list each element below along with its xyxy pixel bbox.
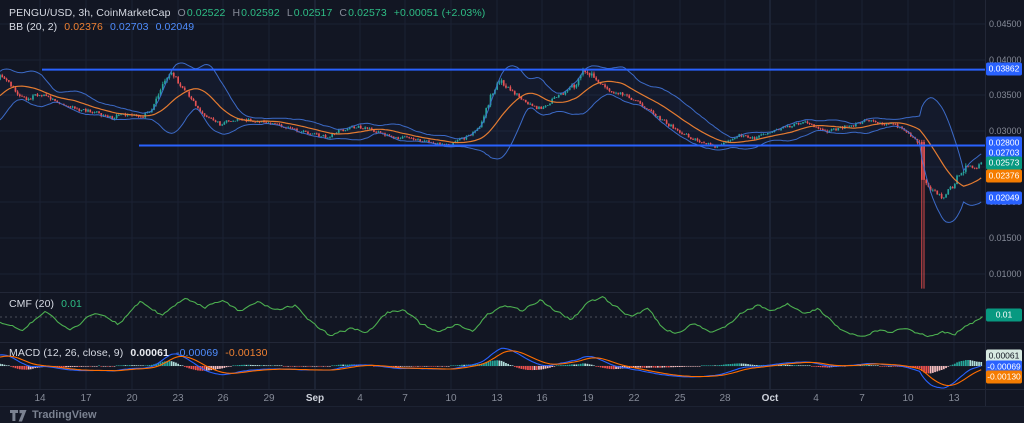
bollinger-bands	[0, 62, 982, 223]
grid-lines	[0, 0, 985, 390]
time-axis-label: Sep	[305, 393, 325, 404]
time-axis-label: 29	[263, 393, 275, 404]
time-axis-label: 19	[582, 393, 594, 404]
axis-price-badge: -0.00069	[986, 360, 1022, 374]
macd-line-value: -0.00069	[176, 347, 219, 359]
footer-bar: TradingView	[0, 406, 1024, 423]
macd-title: MACD (12, 26, close, 9)	[9, 347, 124, 359]
high-value: H 0.02592	[232, 7, 280, 19]
bb-title: BB (20, 2)	[9, 21, 58, 33]
axis-price-badge: 0.00061	[986, 349, 1022, 363]
panel-separators	[0, 0, 1024, 406]
symbol-title[interactable]: PENGU/USD, 3h, CoinMarketCap	[9, 7, 171, 19]
time-axis-label: 26	[217, 393, 229, 404]
price-axis-label: 0.01000	[989, 269, 1022, 279]
time-axis-label: 16	[536, 393, 548, 404]
time-axis-label: 17	[80, 393, 92, 404]
bb-basis-value: 0.02376	[64, 21, 103, 33]
time-axis-label: 7	[402, 393, 408, 404]
bb-indicator-header[interactable]: BB (20, 2) 0.02376 0.02703 0.02049	[9, 21, 194, 33]
bb-lower-value: 0.02049	[155, 21, 195, 33]
axis-price-badge: 0.02573	[986, 156, 1022, 170]
time-axis-label: 25	[674, 393, 686, 404]
price-axis-label: 0.03000	[989, 126, 1022, 136]
change-value: +0.00051 (+2.03%)	[393, 7, 486, 19]
axis-price-badge: 0.02800	[986, 136, 1022, 150]
time-axis-label: Oct	[761, 393, 779, 404]
low-value: L 0.02517	[286, 7, 333, 19]
time-axis-label: 10	[902, 393, 914, 404]
price-axis-label: 0.04500	[989, 19, 1022, 29]
macd-indicator-header[interactable]: MACD (12, 26, close, 9) 0.00061 -0.00069…	[9, 347, 268, 359]
close-value: C 0.02573	[339, 7, 387, 19]
time-axis-label: 7	[859, 393, 865, 404]
price-axis-label: 0.01500	[989, 233, 1022, 243]
time-axis-label: 23	[172, 393, 184, 404]
time-axis-label: 4	[813, 393, 819, 404]
axis-price-badge: 0.01	[986, 308, 1022, 322]
axis-price-badge: 0.02049	[986, 191, 1022, 205]
time-axis[interactable]: 14 17 20 23 26 29 Sep 4 7 10 13 16 19 22 25 28 Oct 4 7 10 13	[0, 390, 985, 406]
brand-label[interactable]: TradingView	[32, 409, 97, 421]
axis-price-badge: 0.02376	[986, 169, 1022, 183]
price-axis-label: 0.04000	[989, 55, 1022, 65]
horizontal-ray-lines[interactable]	[42, 68, 985, 147]
time-axis-label: 10	[445, 393, 457, 404]
macd-pane	[0, 347, 985, 389]
price-axis-label: 0.03500	[989, 90, 1022, 100]
time-axis-label: 22	[628, 393, 640, 404]
cmf-pane	[0, 295, 985, 338]
time-axis-label: 20	[126, 393, 138, 404]
open-value: O 0.02522	[177, 7, 226, 19]
bb-upper-value: 0.02703	[109, 21, 149, 33]
axis-price-badge: 0.03862	[986, 62, 1022, 76]
time-axis-label: 13	[491, 393, 503, 404]
axis-price-badge: -0.00130	[986, 370, 1022, 384]
time-axis-label: 28	[719, 393, 731, 404]
time-axis-label: 4	[357, 393, 363, 404]
time-axis-label: 13	[948, 393, 960, 404]
cmf-indicator-header[interactable]: CMF (20) 0.01	[9, 298, 82, 310]
tradingview-logo-icon[interactable]	[10, 409, 27, 422]
cmf-value: 0.01	[61, 298, 82, 310]
axis-price-badge: 0.02703	[986, 146, 1022, 160]
cmf-title: CMF (20)	[9, 298, 55, 310]
macd-signal-value: -0.00130	[225, 347, 268, 359]
macd-hist-value: 0.00061	[130, 347, 169, 359]
time-axis-label: 14	[34, 393, 46, 404]
